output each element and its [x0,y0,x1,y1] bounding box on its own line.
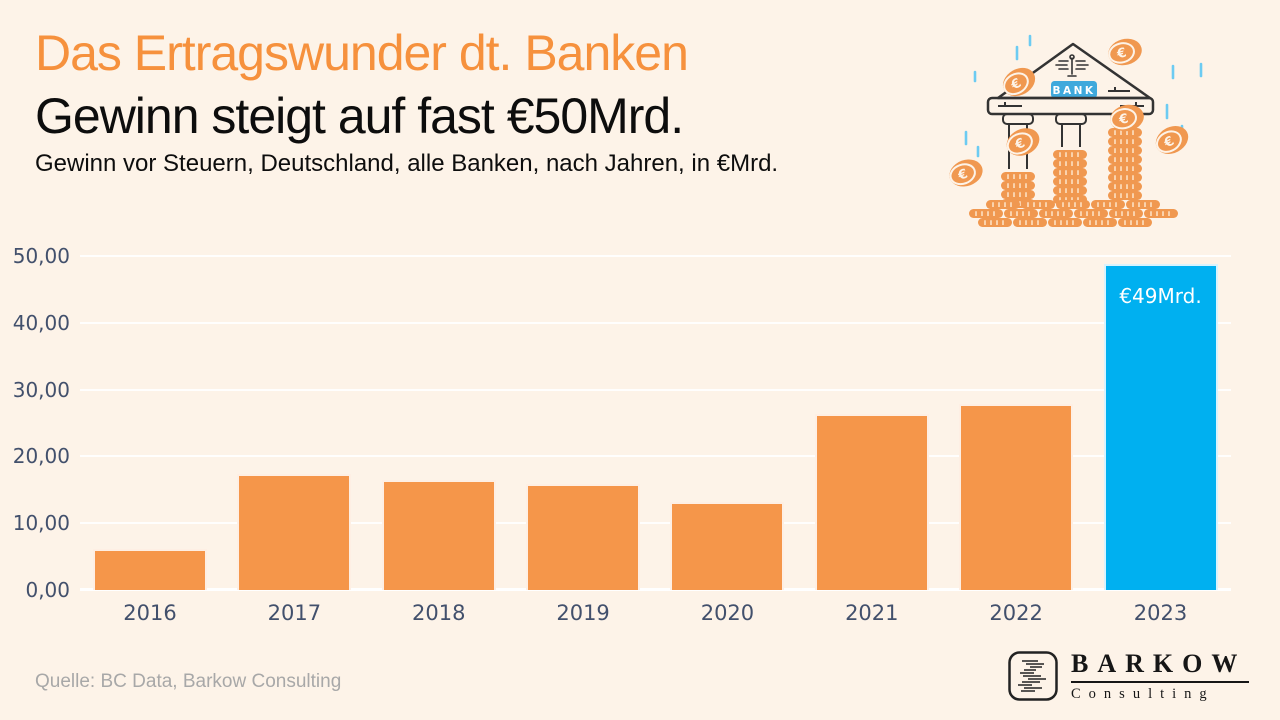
x-axis-tick-label: 2022 [989,601,1043,625]
gridline [80,388,1231,391]
x-axis-tick-label: 2020 [700,601,755,625]
gridline [80,255,1231,257]
chart-description: Gewinn vor Steuern, Deutschland, alle Ba… [35,150,779,177]
x-axis-tick-label: 2019 [556,601,610,625]
x-axis-tick-label: 2023 [1133,601,1188,625]
y-axis-tick-label: 10,00 [12,511,70,536]
x-axis-tick-label: 2017 [267,601,322,625]
logo-subtitle: Consulting [1071,686,1215,702]
barkow-logo-text: BARKOW Consulting [1071,651,1249,702]
y-axis-tick-label: 20,00 [12,444,70,469]
bank-sign: BANK [1051,81,1097,98]
coin-base [968,199,1179,228]
source-note: Quelle: BC Data, Barkow Consulting [35,671,342,692]
y-axis-tick-label: 0,00 [25,578,70,602]
y-axis-tick-label: 30,00 [12,377,70,402]
page-title: Das Ertragswunder dt. Banken [35,25,689,81]
gridline [80,321,1231,324]
gridline [80,522,1231,525]
page-subtitle: Gewinn steigt auf fast €50Mrd. [35,88,684,144]
barkow-logo: BARKOW Consulting [1008,651,1249,702]
profit-bar-chart: €49Mrd. [80,255,1231,591]
highlight-value-label: €49Mrd. [1119,284,1202,309]
y-axis-tick-label: 40,00 [12,310,70,335]
bank-sign-label: BANK [1052,85,1095,97]
logo-name: BARKOW [1071,649,1247,678]
bank-illustration: € BANK [948,34,1203,228]
bar-2023: €49Mrd. [1103,264,1218,590]
bar-2021 [814,414,929,590]
barkow-logo-icon [1008,651,1058,701]
x-axis: 2016 2017 2018 2019 2020 2021 2022 2023 [80,601,1231,631]
bar-2018 [381,480,496,590]
x-axis-tick-label: 2016 [123,601,177,625]
y-axis: 0,00 10,00 20,00 30,00 40,00 50,00 [0,244,70,602]
logo-divider [1071,681,1249,683]
bar-2016 [93,548,207,590]
bar-2020 [670,501,785,590]
bar-2017 [237,473,352,590]
gridline [80,455,1231,458]
eagle-emblem-icon [1055,54,1089,77]
gridline [80,588,1231,591]
x-axis-tick-label: 2018 [411,601,466,625]
y-axis-tick-label: 50,00 [12,244,70,268]
bar-2019 [526,484,641,590]
x-axis-tick-label: 2021 [845,601,899,625]
bar-2022 [959,403,1074,590]
